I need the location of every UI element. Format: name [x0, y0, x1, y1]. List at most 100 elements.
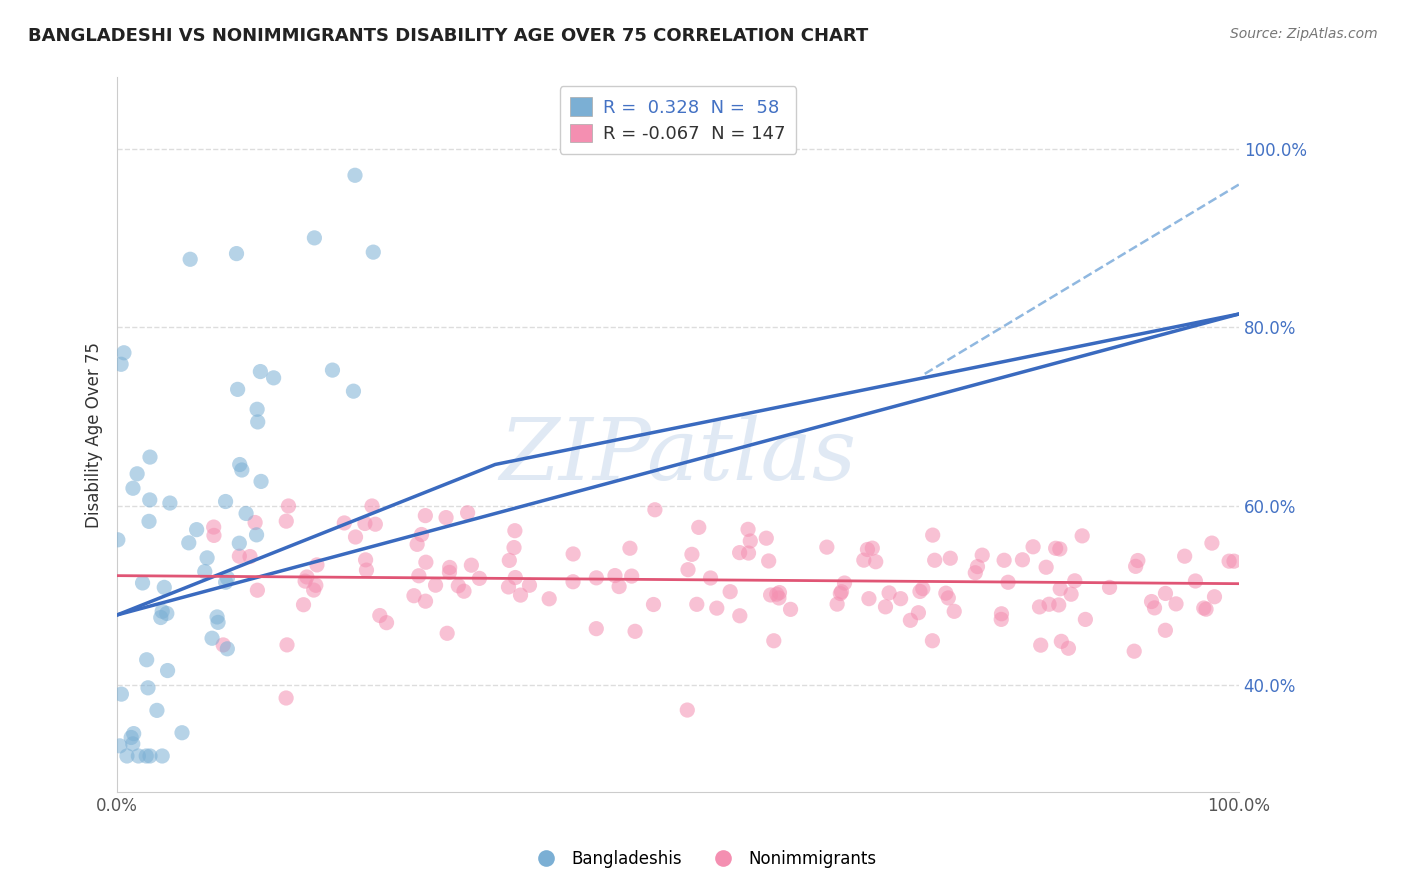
Point — [131, 576, 153, 591]
Point — [122, 481, 145, 495]
Point — [779, 602, 801, 616]
Point — [498, 553, 520, 567]
Point — [1125, 559, 1147, 574]
Point — [436, 626, 458, 640]
Point — [344, 530, 367, 544]
Point — [921, 528, 943, 542]
Point — [503, 524, 526, 538]
Point — [108, 739, 131, 753]
Point — [136, 681, 159, 695]
Point — [607, 580, 630, 594]
Point — [361, 245, 384, 260]
Point — [228, 458, 250, 472]
Point — [115, 749, 138, 764]
Point — [936, 591, 959, 605]
Point — [156, 607, 179, 621]
Point — [408, 568, 430, 582]
Point — [294, 574, 316, 588]
Point — [202, 528, 225, 542]
Point — [676, 563, 699, 577]
Point — [120, 731, 142, 745]
Point — [177, 536, 200, 550]
Point — [212, 638, 235, 652]
Point — [1029, 638, 1052, 652]
Point — [276, 514, 298, 528]
Point — [1049, 541, 1071, 556]
Point — [865, 555, 887, 569]
Point — [966, 559, 988, 574]
Point — [562, 574, 585, 589]
Point — [762, 633, 785, 648]
Point — [468, 571, 491, 585]
Point — [439, 566, 461, 580]
Point — [342, 384, 364, 399]
Point — [1140, 594, 1163, 608]
Point — [1164, 597, 1187, 611]
Legend: R =  0.328  N =  58, R = -0.067  N = 147: R = 0.328 N = 58, R = -0.067 N = 147 — [560, 87, 796, 154]
Point — [156, 664, 179, 678]
Point — [993, 553, 1015, 567]
Point — [907, 606, 929, 620]
Point — [831, 584, 853, 599]
Point — [1050, 634, 1073, 648]
Point — [908, 584, 931, 599]
Point — [686, 597, 709, 611]
Point — [1192, 601, 1215, 615]
Point — [924, 553, 946, 567]
Point — [361, 499, 384, 513]
Point — [1038, 597, 1060, 611]
Point — [1049, 582, 1071, 596]
Point — [624, 624, 647, 639]
Point — [146, 703, 169, 717]
Point — [447, 579, 470, 593]
Point — [603, 568, 626, 582]
Point — [1060, 587, 1083, 601]
Point — [921, 633, 943, 648]
Point — [935, 586, 957, 600]
Point — [112, 345, 135, 359]
Text: ZIPatlas: ZIPatlas — [499, 415, 856, 498]
Point — [321, 363, 343, 377]
Point — [768, 591, 790, 605]
Point — [911, 582, 934, 596]
Point — [1098, 581, 1121, 595]
Point — [246, 583, 269, 598]
Point — [239, 549, 262, 564]
Point — [274, 691, 297, 706]
Point — [877, 586, 900, 600]
Point — [1218, 554, 1240, 568]
Point — [304, 231, 326, 245]
Point — [246, 415, 269, 429]
Point — [688, 520, 710, 534]
Point — [305, 578, 328, 592]
Point — [250, 475, 273, 489]
Point — [1143, 600, 1166, 615]
Point — [706, 601, 728, 615]
Point — [834, 576, 856, 591]
Point — [235, 507, 257, 521]
Point — [150, 749, 173, 764]
Point — [149, 610, 172, 624]
Point — [127, 749, 149, 764]
Point — [292, 598, 315, 612]
Point — [179, 252, 201, 267]
Point — [333, 516, 356, 530]
Point — [295, 570, 318, 584]
Point — [1071, 529, 1094, 543]
Legend: Bangladeshis, Nonimmigrants: Bangladeshis, Nonimmigrants — [523, 844, 883, 875]
Point — [1204, 590, 1226, 604]
Point — [415, 594, 437, 608]
Point — [135, 653, 157, 667]
Point — [201, 632, 224, 646]
Point — [852, 553, 875, 567]
Text: Source: ZipAtlas.com: Source: ZipAtlas.com — [1230, 27, 1378, 41]
Text: BANGLADESHI VS NONIMMIGRANTS DISABILITY AGE OVER 75 CORRELATION CHART: BANGLADESHI VS NONIMMIGRANTS DISABILITY … — [28, 27, 869, 45]
Point — [139, 492, 162, 507]
Point — [364, 517, 387, 532]
Point — [755, 531, 778, 545]
Point — [718, 584, 741, 599]
Point — [226, 383, 249, 397]
Point — [538, 591, 561, 606]
Point — [825, 597, 848, 611]
Point — [214, 575, 236, 590]
